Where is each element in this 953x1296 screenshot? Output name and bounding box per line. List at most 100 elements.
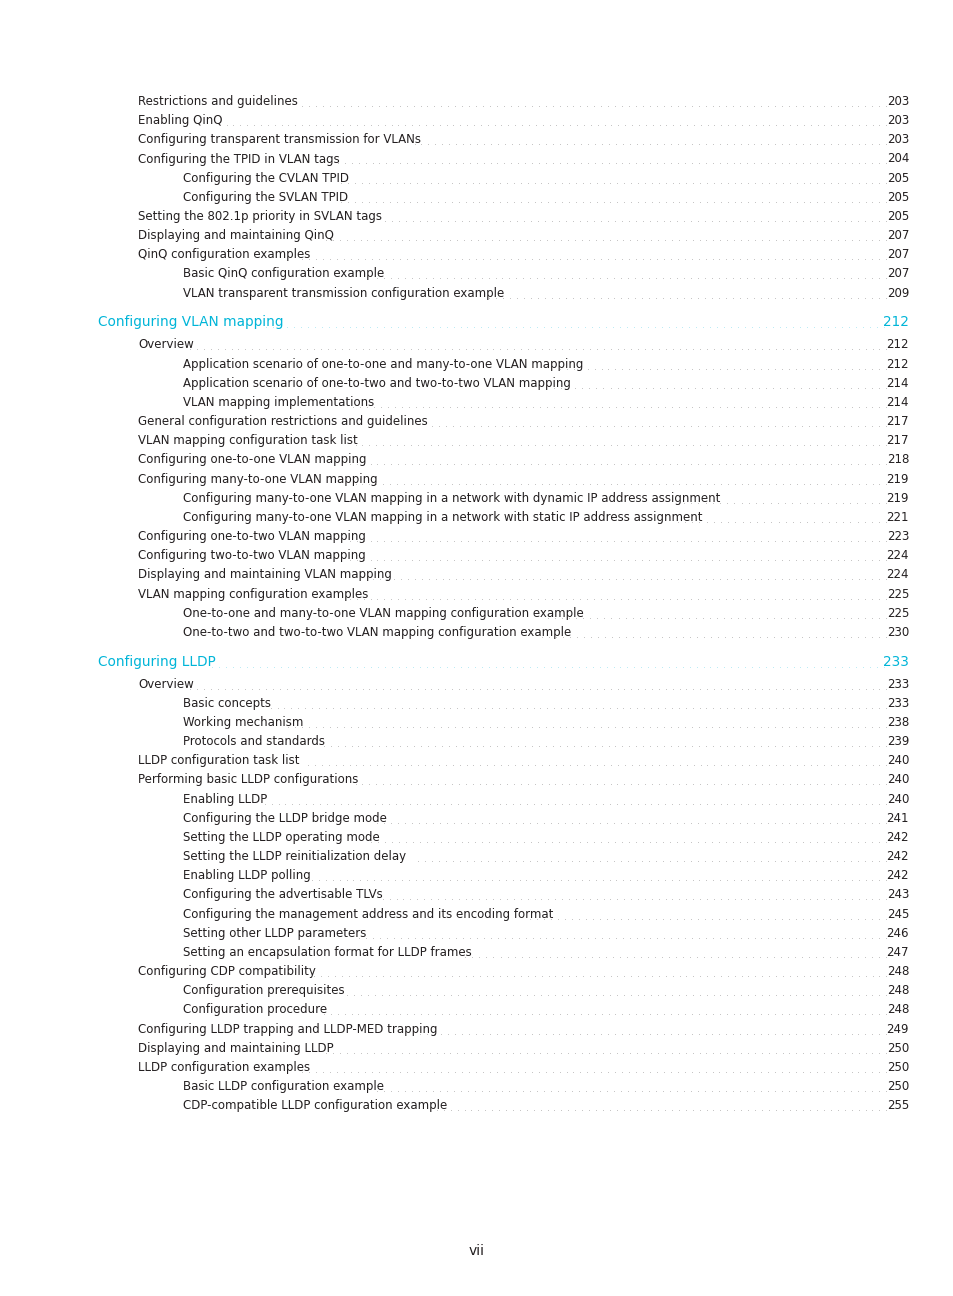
Text: Overview: Overview — [138, 678, 193, 691]
Text: 217: 217 — [885, 415, 908, 428]
Text: 233: 233 — [886, 678, 908, 691]
Text: 219: 219 — [885, 491, 908, 504]
Text: 250: 250 — [886, 1042, 908, 1055]
Text: Setting an encapsulation format for LLDP frames: Setting an encapsulation format for LLDP… — [183, 946, 471, 959]
Text: Configuring many-to-one VLAN mapping in a network with static IP address assignm: Configuring many-to-one VLAN mapping in … — [183, 511, 701, 524]
Text: One-to-one and many-to-one VLAN mapping configuration example: One-to-one and many-to-one VLAN mapping … — [183, 607, 583, 619]
Text: 218: 218 — [885, 454, 908, 467]
Text: 203: 203 — [886, 95, 908, 108]
Text: VLAN mapping implementations: VLAN mapping implementations — [183, 395, 374, 410]
Text: 250: 250 — [886, 1080, 908, 1093]
Text: 223: 223 — [885, 530, 908, 543]
Text: 242: 242 — [885, 870, 908, 883]
Text: 221: 221 — [885, 511, 908, 524]
Text: 205: 205 — [886, 210, 908, 223]
Text: 233: 233 — [882, 654, 908, 669]
Text: Configuring VLAN mapping: Configuring VLAN mapping — [98, 315, 283, 329]
Text: VLAN mapping configuration task list: VLAN mapping configuration task list — [138, 434, 357, 447]
Text: 247: 247 — [885, 946, 908, 959]
Text: 204: 204 — [885, 153, 908, 166]
Text: 241: 241 — [885, 811, 908, 824]
Text: Basic LLDP configuration example: Basic LLDP configuration example — [183, 1080, 384, 1093]
Text: 242: 242 — [885, 831, 908, 844]
Text: Configuring the LLDP bridge mode: Configuring the LLDP bridge mode — [183, 811, 387, 824]
Text: 250: 250 — [886, 1061, 908, 1074]
Text: 249: 249 — [885, 1023, 908, 1036]
Text: CDP-compatible LLDP configuration example: CDP-compatible LLDP configuration exampl… — [183, 1099, 447, 1112]
Text: Configuring the CVLAN TPID: Configuring the CVLAN TPID — [183, 171, 349, 184]
Text: Configuring two-to-two VLAN mapping: Configuring two-to-two VLAN mapping — [138, 550, 365, 562]
Text: 224: 224 — [885, 550, 908, 562]
Text: Restrictions and guidelines: Restrictions and guidelines — [138, 95, 297, 108]
Text: Overview: Overview — [138, 338, 193, 351]
Text: 207: 207 — [885, 249, 908, 262]
Text: 246: 246 — [885, 927, 908, 940]
Text: 224: 224 — [885, 569, 908, 582]
Text: 212: 212 — [882, 315, 908, 329]
Text: Displaying and maintaining LLDP: Displaying and maintaining LLDP — [138, 1042, 334, 1055]
Text: Application scenario of one-to-one and many-to-one VLAN mapping: Application scenario of one-to-one and m… — [183, 358, 583, 371]
Text: Setting the LLDP reinitialization delay: Setting the LLDP reinitialization delay — [183, 850, 406, 863]
Text: Configuring the SVLAN TPID: Configuring the SVLAN TPID — [183, 191, 348, 203]
Text: 214: 214 — [885, 395, 908, 410]
Text: Setting the 802.1p priority in SVLAN tags: Setting the 802.1p priority in SVLAN tag… — [138, 210, 381, 223]
Text: 248: 248 — [885, 985, 908, 998]
Text: 248: 248 — [885, 1003, 908, 1016]
Text: 238: 238 — [886, 715, 908, 728]
Text: 225: 225 — [885, 607, 908, 619]
Text: Setting other LLDP parameters: Setting other LLDP parameters — [183, 927, 366, 940]
Text: Protocols and standards: Protocols and standards — [183, 735, 325, 748]
Text: 203: 203 — [886, 114, 908, 127]
Text: One-to-two and two-to-two VLAN mapping configuration example: One-to-two and two-to-two VLAN mapping c… — [183, 626, 571, 639]
Text: Enabling LLDP polling: Enabling LLDP polling — [183, 870, 311, 883]
Text: Working mechanism: Working mechanism — [183, 715, 303, 728]
Text: QinQ configuration examples: QinQ configuration examples — [138, 249, 310, 262]
Text: Basic concepts: Basic concepts — [183, 697, 271, 710]
Text: Configuring the TPID in VLAN tags: Configuring the TPID in VLAN tags — [138, 153, 339, 166]
Text: Configuring one-to-one VLAN mapping: Configuring one-to-one VLAN mapping — [138, 454, 366, 467]
Text: Configuring CDP compatibility: Configuring CDP compatibility — [138, 966, 315, 978]
Text: 240: 240 — [885, 754, 908, 767]
Text: Configuration prerequisites: Configuration prerequisites — [183, 985, 344, 998]
Text: Enabling LLDP: Enabling LLDP — [183, 793, 267, 806]
Text: LLDP configuration examples: LLDP configuration examples — [138, 1061, 310, 1074]
Text: Configuring one-to-two VLAN mapping: Configuring one-to-two VLAN mapping — [138, 530, 366, 543]
Text: 209: 209 — [885, 286, 908, 299]
Text: Configuring many-to-one VLAN mapping: Configuring many-to-one VLAN mapping — [138, 473, 377, 486]
Text: Performing basic LLDP configurations: Performing basic LLDP configurations — [138, 774, 358, 787]
Text: 242: 242 — [885, 850, 908, 863]
Text: 233: 233 — [886, 697, 908, 710]
Text: Configuring many-to-one VLAN mapping in a network with dynamic IP address assign: Configuring many-to-one VLAN mapping in … — [183, 491, 720, 504]
Text: Basic QinQ configuration example: Basic QinQ configuration example — [183, 267, 384, 280]
Text: 207: 207 — [885, 229, 908, 242]
Text: 240: 240 — [885, 774, 908, 787]
Text: 240: 240 — [885, 793, 908, 806]
Text: Displaying and maintaining VLAN mapping: Displaying and maintaining VLAN mapping — [138, 569, 392, 582]
Text: 243: 243 — [885, 889, 908, 902]
Text: Configuring LLDP trapping and LLDP-MED trapping: Configuring LLDP trapping and LLDP-MED t… — [138, 1023, 437, 1036]
Text: VLAN mapping configuration examples: VLAN mapping configuration examples — [138, 587, 368, 600]
Text: 212: 212 — [885, 358, 908, 371]
Text: Displaying and maintaining QinQ: Displaying and maintaining QinQ — [138, 229, 334, 242]
Text: 205: 205 — [886, 191, 908, 203]
Text: 230: 230 — [886, 626, 908, 639]
Text: 225: 225 — [885, 587, 908, 600]
Text: Application scenario of one-to-two and two-to-two VLAN mapping: Application scenario of one-to-two and t… — [183, 377, 570, 390]
Text: Configuring the management address and its encoding format: Configuring the management address and i… — [183, 907, 553, 920]
Text: 248: 248 — [885, 966, 908, 978]
Text: Enabling QinQ: Enabling QinQ — [138, 114, 222, 127]
Text: 207: 207 — [885, 267, 908, 280]
Text: Configuring the advertisable TLVs: Configuring the advertisable TLVs — [183, 889, 382, 902]
Text: 245: 245 — [885, 907, 908, 920]
Text: vii: vii — [469, 1244, 484, 1258]
Text: 217: 217 — [885, 434, 908, 447]
Text: 203: 203 — [886, 133, 908, 146]
Text: 205: 205 — [886, 171, 908, 184]
Text: Configuration procedure: Configuration procedure — [183, 1003, 327, 1016]
Text: 214: 214 — [885, 377, 908, 390]
Text: Setting the LLDP operating mode: Setting the LLDP operating mode — [183, 831, 379, 844]
Text: Configuring LLDP: Configuring LLDP — [98, 654, 215, 669]
Text: LLDP configuration task list: LLDP configuration task list — [138, 754, 299, 767]
Text: VLAN transparent transmission configuration example: VLAN transparent transmission configurat… — [183, 286, 504, 299]
Text: General configuration restrictions and guidelines: General configuration restrictions and g… — [138, 415, 427, 428]
